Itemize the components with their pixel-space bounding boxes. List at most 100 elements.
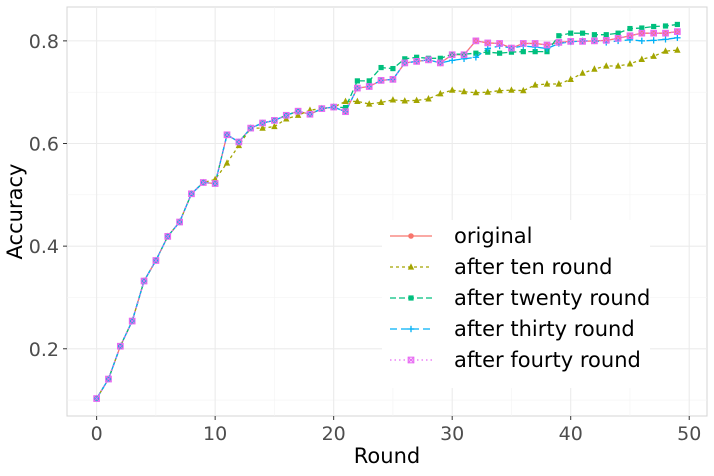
data-point xyxy=(448,51,456,59)
data-point xyxy=(567,38,575,45)
data-point xyxy=(591,32,598,38)
data-point xyxy=(354,84,361,92)
data-point xyxy=(437,89,444,97)
data-point xyxy=(448,86,456,93)
data-point xyxy=(614,34,622,42)
data-point xyxy=(437,55,443,61)
y-tick-label: 0.6 xyxy=(29,134,59,156)
x-tick-label: 50 xyxy=(677,423,701,445)
data-point xyxy=(306,110,314,118)
data-point xyxy=(176,218,183,226)
data-point xyxy=(627,25,633,32)
x-axis-title: Round xyxy=(354,444,420,468)
data-point xyxy=(389,76,397,83)
data-point xyxy=(390,65,396,72)
x-tick-label: 30 xyxy=(440,423,464,445)
legend-key-marker xyxy=(407,263,415,270)
data-point xyxy=(365,83,373,90)
data-point xyxy=(484,45,491,52)
data-point xyxy=(152,257,160,264)
data-point xyxy=(259,119,266,127)
data-point xyxy=(342,97,349,105)
data-point xyxy=(543,41,551,49)
data-point xyxy=(543,80,551,87)
legend-item: after ten round xyxy=(390,255,612,279)
data-point xyxy=(626,60,634,67)
data-point xyxy=(389,96,397,103)
data-point xyxy=(484,39,492,47)
data-point xyxy=(140,277,148,285)
x-tick-label: 20 xyxy=(322,423,346,445)
data-point xyxy=(674,28,681,35)
data-point xyxy=(531,81,539,88)
data-point xyxy=(247,124,255,132)
data-point xyxy=(662,47,669,54)
data-point xyxy=(366,78,372,84)
data-point xyxy=(485,49,491,55)
data-point xyxy=(651,23,657,30)
data-point xyxy=(235,138,243,146)
data-point xyxy=(638,29,646,37)
data-point xyxy=(354,78,360,84)
data-point xyxy=(223,159,231,166)
y-axis-title: Accuracy xyxy=(3,164,27,260)
x-axis-ticks: 0 10 20 30 40 50 xyxy=(91,416,701,445)
data-point xyxy=(460,51,468,59)
data-point xyxy=(602,37,610,44)
data-point xyxy=(496,86,503,94)
data-point xyxy=(342,108,349,116)
data-point xyxy=(639,25,645,31)
data-point xyxy=(93,395,100,402)
data-point xyxy=(211,180,219,187)
data-point xyxy=(556,33,562,39)
data-point xyxy=(128,317,136,325)
legend-key-marker xyxy=(408,233,414,239)
y-tick-label: 0.2 xyxy=(29,339,59,361)
x-tick-label: 10 xyxy=(203,423,227,445)
data-point xyxy=(508,44,515,52)
data-point xyxy=(531,40,539,47)
data-point xyxy=(579,69,586,76)
data-point xyxy=(436,59,444,67)
legend-key-marker xyxy=(408,295,414,301)
x-tick-label: 0 xyxy=(91,423,103,445)
x-tick-label: 40 xyxy=(559,423,583,445)
data-point xyxy=(520,86,527,94)
data-point xyxy=(508,49,515,55)
legend-label: after twenty round xyxy=(454,286,650,310)
data-point xyxy=(519,40,527,47)
data-point xyxy=(377,98,385,106)
data-point xyxy=(650,29,658,37)
legend-key-marker xyxy=(407,325,415,333)
data-point xyxy=(401,59,409,67)
data-point xyxy=(259,124,266,131)
data-point xyxy=(105,375,112,383)
legend-label: original xyxy=(454,224,533,248)
data-point xyxy=(425,95,432,102)
data-point xyxy=(366,100,373,107)
data-point xyxy=(425,56,432,64)
data-point xyxy=(603,32,609,38)
data-point xyxy=(413,58,420,65)
data-point xyxy=(271,122,278,130)
data-point xyxy=(401,97,408,104)
data-point xyxy=(531,43,539,51)
data-point xyxy=(199,179,207,186)
data-point xyxy=(614,62,622,69)
data-point xyxy=(472,88,480,96)
data-point xyxy=(674,46,681,53)
data-point xyxy=(603,62,610,69)
data-point xyxy=(662,36,669,43)
data-point xyxy=(567,75,574,82)
data-point xyxy=(460,55,468,63)
data-point xyxy=(650,52,657,59)
legend-label: after fourty round xyxy=(454,348,641,372)
data-point xyxy=(330,103,338,111)
data-point xyxy=(674,34,681,41)
data-point xyxy=(472,37,480,45)
data-point xyxy=(579,38,586,45)
series-points xyxy=(93,21,681,402)
data-point xyxy=(579,30,586,36)
